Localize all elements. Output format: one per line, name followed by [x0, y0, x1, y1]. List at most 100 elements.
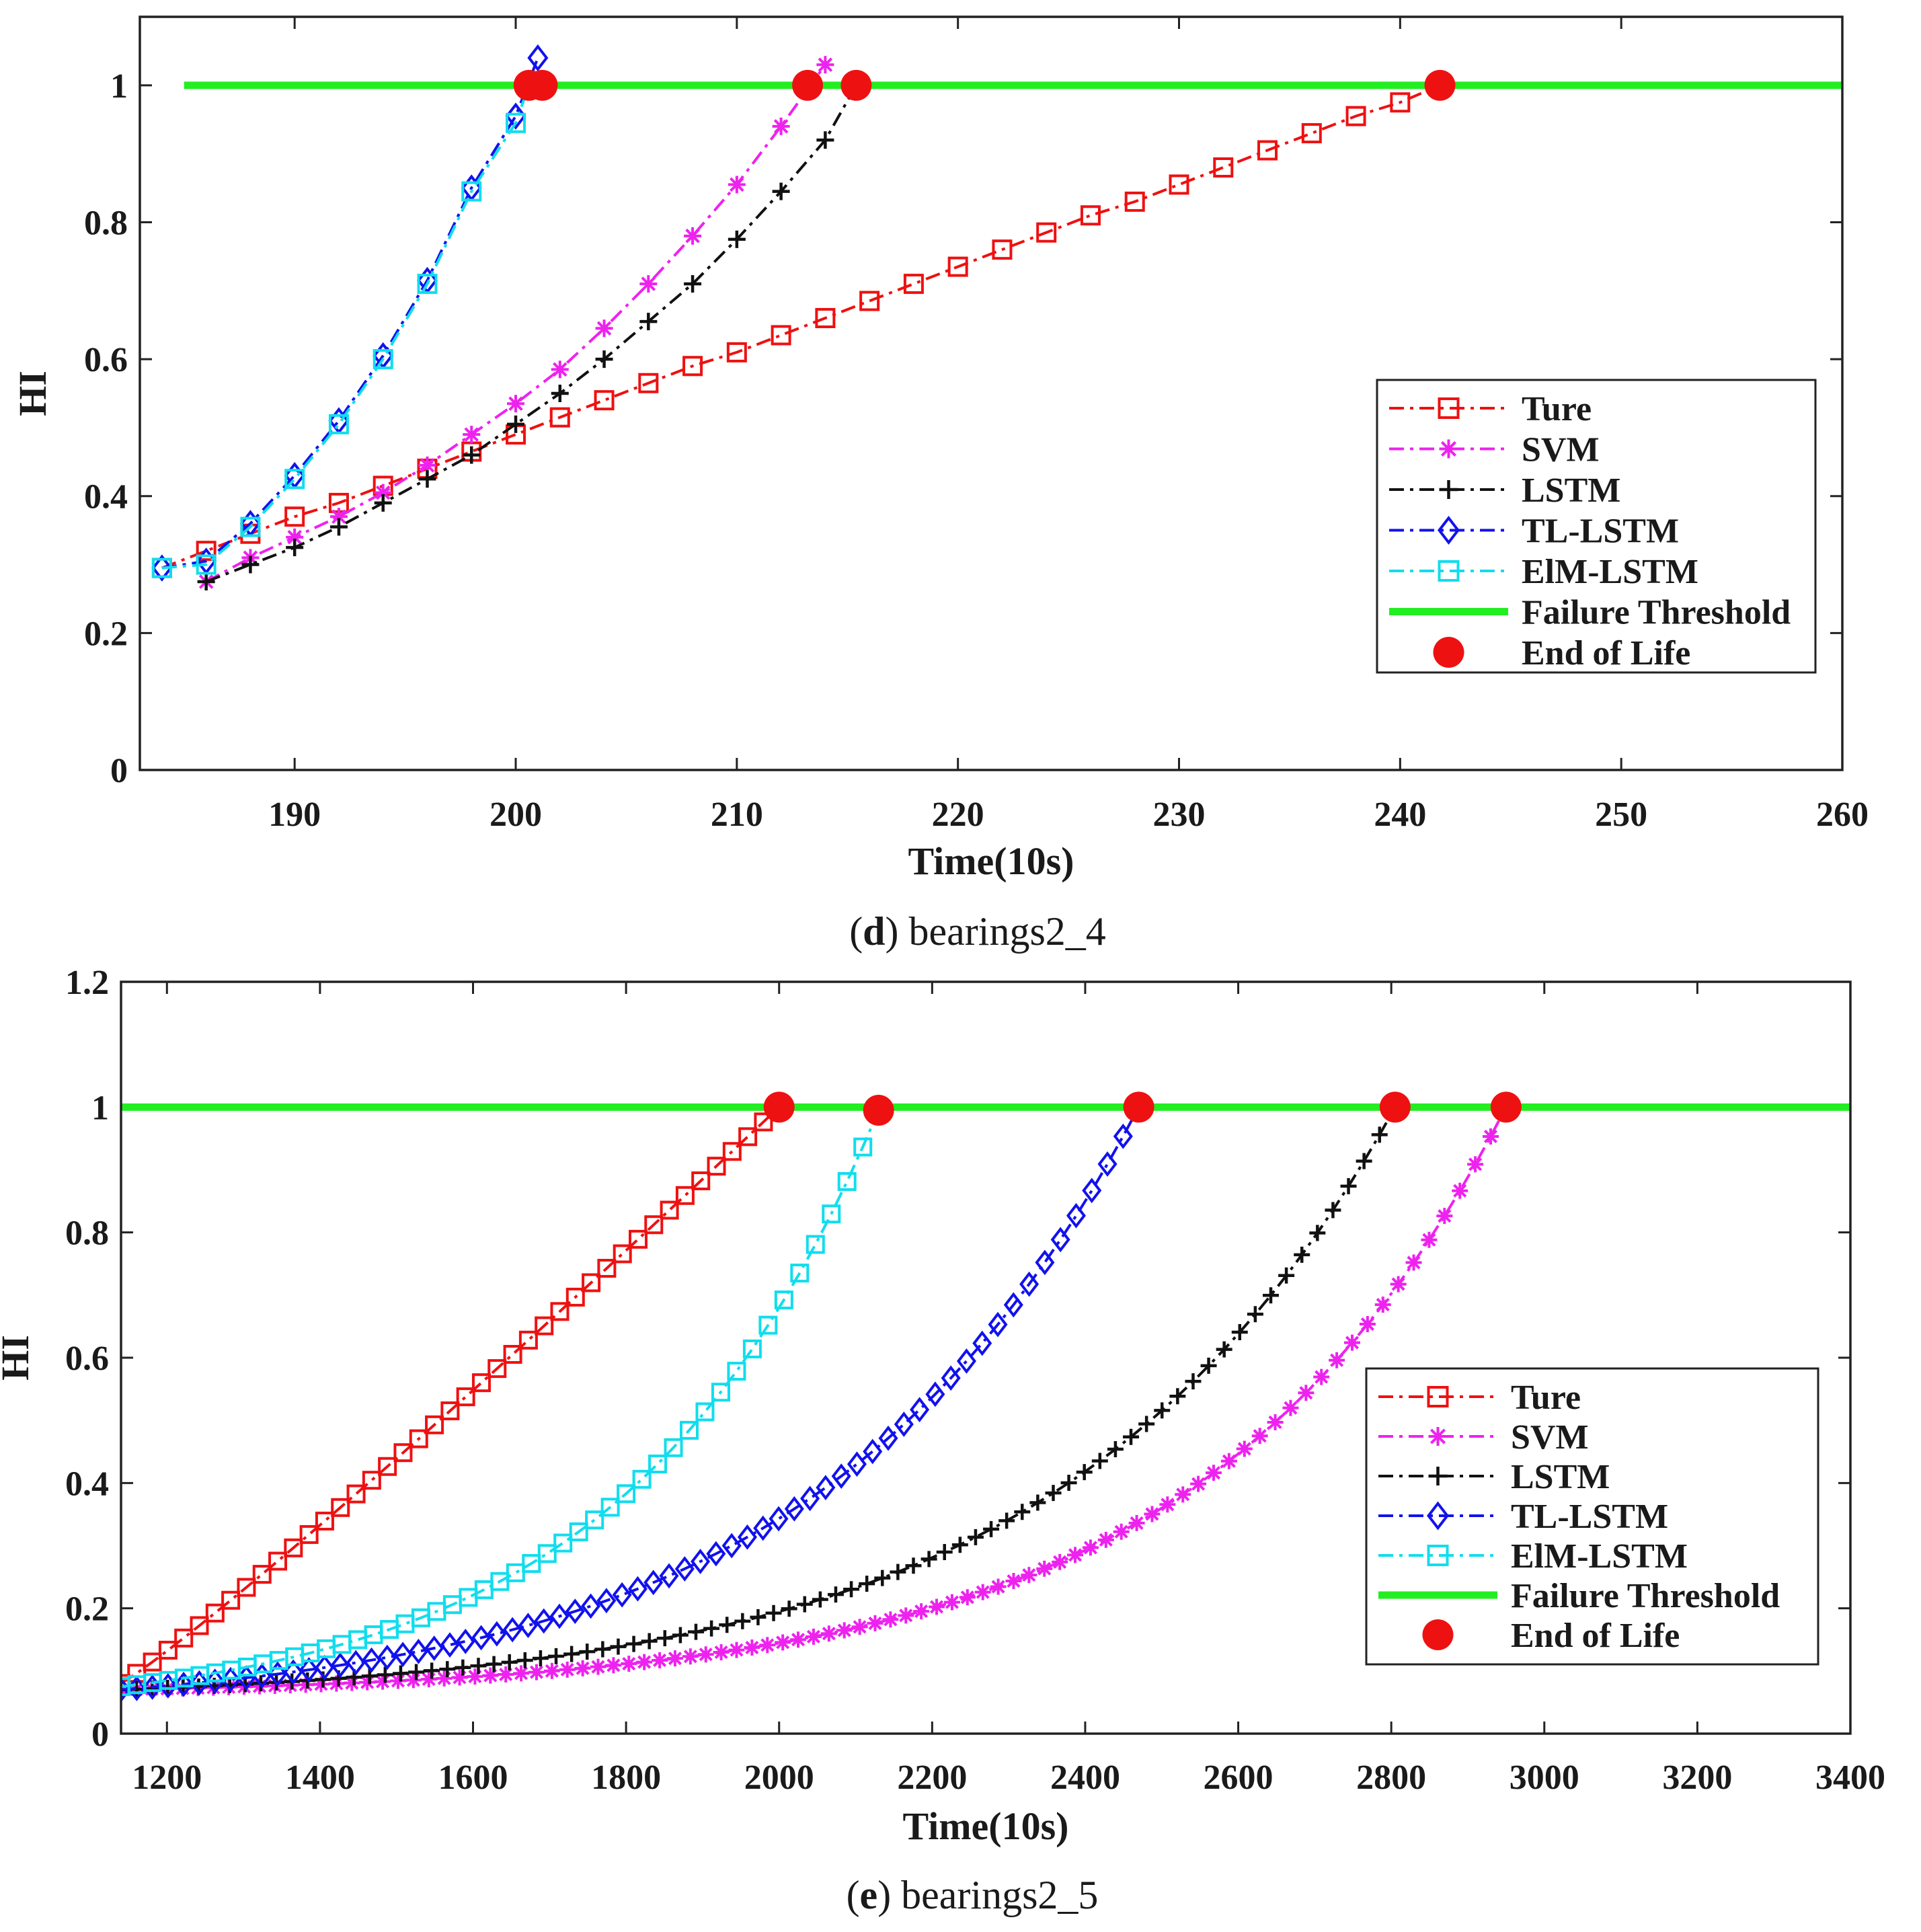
data-point-ture: [1301, 123, 1322, 144]
data-point-ture: [644, 1215, 664, 1235]
data-point-svm: [836, 1622, 853, 1639]
data-point-lstm: [641, 1633, 658, 1650]
data-point-tl-lstm: [643, 1570, 664, 1596]
data-point-tl-lstm: [518, 1613, 538, 1639]
legend-marker-elm-lstm: [1427, 1545, 1449, 1566]
data-point-svm: [286, 528, 304, 546]
data-point-svm: [463, 426, 481, 444]
x-tick-label: 190: [268, 796, 321, 834]
data-point-svm: [1313, 1368, 1330, 1385]
data-point-svm: [867, 1615, 884, 1631]
data-point-tl-lstm: [941, 1365, 961, 1391]
legend-label: LSTM: [1522, 471, 1620, 510]
data-point-ture: [859, 291, 880, 311]
data-point-lstm: [816, 131, 834, 149]
data-point-svm: [990, 1578, 1007, 1595]
y-tick-label: 0.2: [84, 615, 128, 653]
legend-marker-elm-lstm: [1438, 560, 1460, 582]
data-point-lstm: [1107, 1441, 1124, 1457]
data-point-tl-lstm: [527, 44, 549, 72]
legend-marker-svm: [1428, 1427, 1448, 1446]
data-point-svm: [513, 1665, 530, 1682]
data-point-elm-lstm: [664, 1438, 683, 1457]
data-point-tl-lstm: [189, 1670, 209, 1696]
data-point-tl-lstm: [151, 554, 173, 582]
data-point-ture: [284, 506, 305, 527]
x-tick-label: 220: [932, 796, 984, 834]
data-point-ture: [754, 1112, 773, 1132]
data-point-lstm: [329, 518, 348, 536]
data-point-tl-lstm: [1035, 1249, 1055, 1276]
data-point-tl-lstm: [440, 1632, 460, 1658]
data-point-svm: [1067, 1547, 1084, 1563]
data-point-tl-lstm: [565, 1598, 585, 1624]
data-point-elm-lstm: [853, 1137, 873, 1157]
legend-label: End of Life: [1522, 634, 1690, 672]
plot-frame: [120, 980, 1852, 1735]
data-point-svm: [1436, 1208, 1453, 1225]
series-line-elm-lstm: [161, 85, 531, 570]
data-point-lstm: [772, 182, 790, 200]
data-point-lstm: [485, 1656, 502, 1672]
data-point-ture: [1257, 140, 1278, 161]
data-point-lstm: [1045, 1485, 1062, 1502]
data-point-lstm: [625, 1635, 642, 1652]
x-tick-label: 2600: [1204, 1759, 1273, 1797]
data-point-lstm: [1091, 1453, 1108, 1469]
legend-marker-end-of-life: [1433, 637, 1464, 668]
data-point-tl-lstm: [505, 102, 526, 130]
data-point-tl-lstm: [393, 1641, 413, 1668]
data-point-svm: [507, 395, 525, 413]
data-point-elm-lstm: [373, 349, 393, 370]
data-point-tl-lstm: [863, 1438, 883, 1465]
data-point-ture: [771, 325, 791, 346]
data-point-elm-lstm: [522, 1553, 541, 1573]
data-point-ture: [726, 342, 747, 362]
data-point-elm-lstm: [837, 1171, 857, 1191]
x-tick-label: 2800: [1356, 1759, 1426, 1797]
data-point-lstm: [1076, 1464, 1093, 1481]
y-tick-label: 1.2: [65, 964, 109, 1002]
data-point-lstm: [936, 1544, 953, 1561]
data-point-ture: [1213, 157, 1234, 178]
data-point-svm: [1236, 1440, 1253, 1457]
data-point-ture: [691, 1171, 711, 1190]
data-point-tl-lstm: [471, 1625, 492, 1651]
data-point-tl-lstm: [800, 1485, 820, 1512]
data-point-lstm: [920, 1551, 937, 1568]
data-point-ture: [346, 1484, 366, 1504]
series-lstm: [121, 1099, 1403, 1698]
series-ture: [151, 75, 1450, 578]
data-point-tl-lstm: [831, 1463, 851, 1490]
data-point-lstm: [874, 1570, 891, 1586]
data-point-svm: [1005, 1573, 1022, 1590]
data-point-svm: [1344, 1334, 1360, 1351]
end-of-life-marker: [863, 1094, 894, 1126]
data-point-ture: [628, 1229, 648, 1249]
data-point-tl-lstm: [691, 1549, 711, 1574]
data-point-lstm: [1356, 1153, 1372, 1169]
data-point-tl-lstm: [925, 1381, 945, 1407]
data-point-elm-lstm: [727, 1362, 746, 1381]
data-point-lstm: [1247, 1306, 1263, 1323]
series-line-tl-lstm: [121, 1106, 1140, 1691]
data-point-elm-lstm: [806, 1235, 825, 1254]
x-axis-title: Time(10s): [902, 1804, 1068, 1848]
data-point-svm: [639, 275, 658, 293]
legend-label: LSTM: [1511, 1458, 1610, 1496]
end-of-life-marker: [1123, 1091, 1154, 1123]
panel-caption: (e) bearings2_5: [847, 1873, 1099, 1917]
data-point-lstm: [439, 1661, 456, 1678]
data-point-ture: [722, 1142, 742, 1161]
legend-label: Failure Threshold: [1522, 594, 1791, 632]
data-point-svm: [898, 1607, 914, 1624]
end-of-life-marker: [763, 1091, 795, 1123]
data-point-ture: [1124, 191, 1145, 212]
data-point-lstm: [719, 1617, 736, 1633]
y-tick-label: 0.6: [65, 1340, 109, 1378]
data-point-lstm: [548, 1648, 565, 1664]
end-of-life-marker: [1379, 1091, 1411, 1123]
data-point-lstm: [656, 1630, 673, 1647]
